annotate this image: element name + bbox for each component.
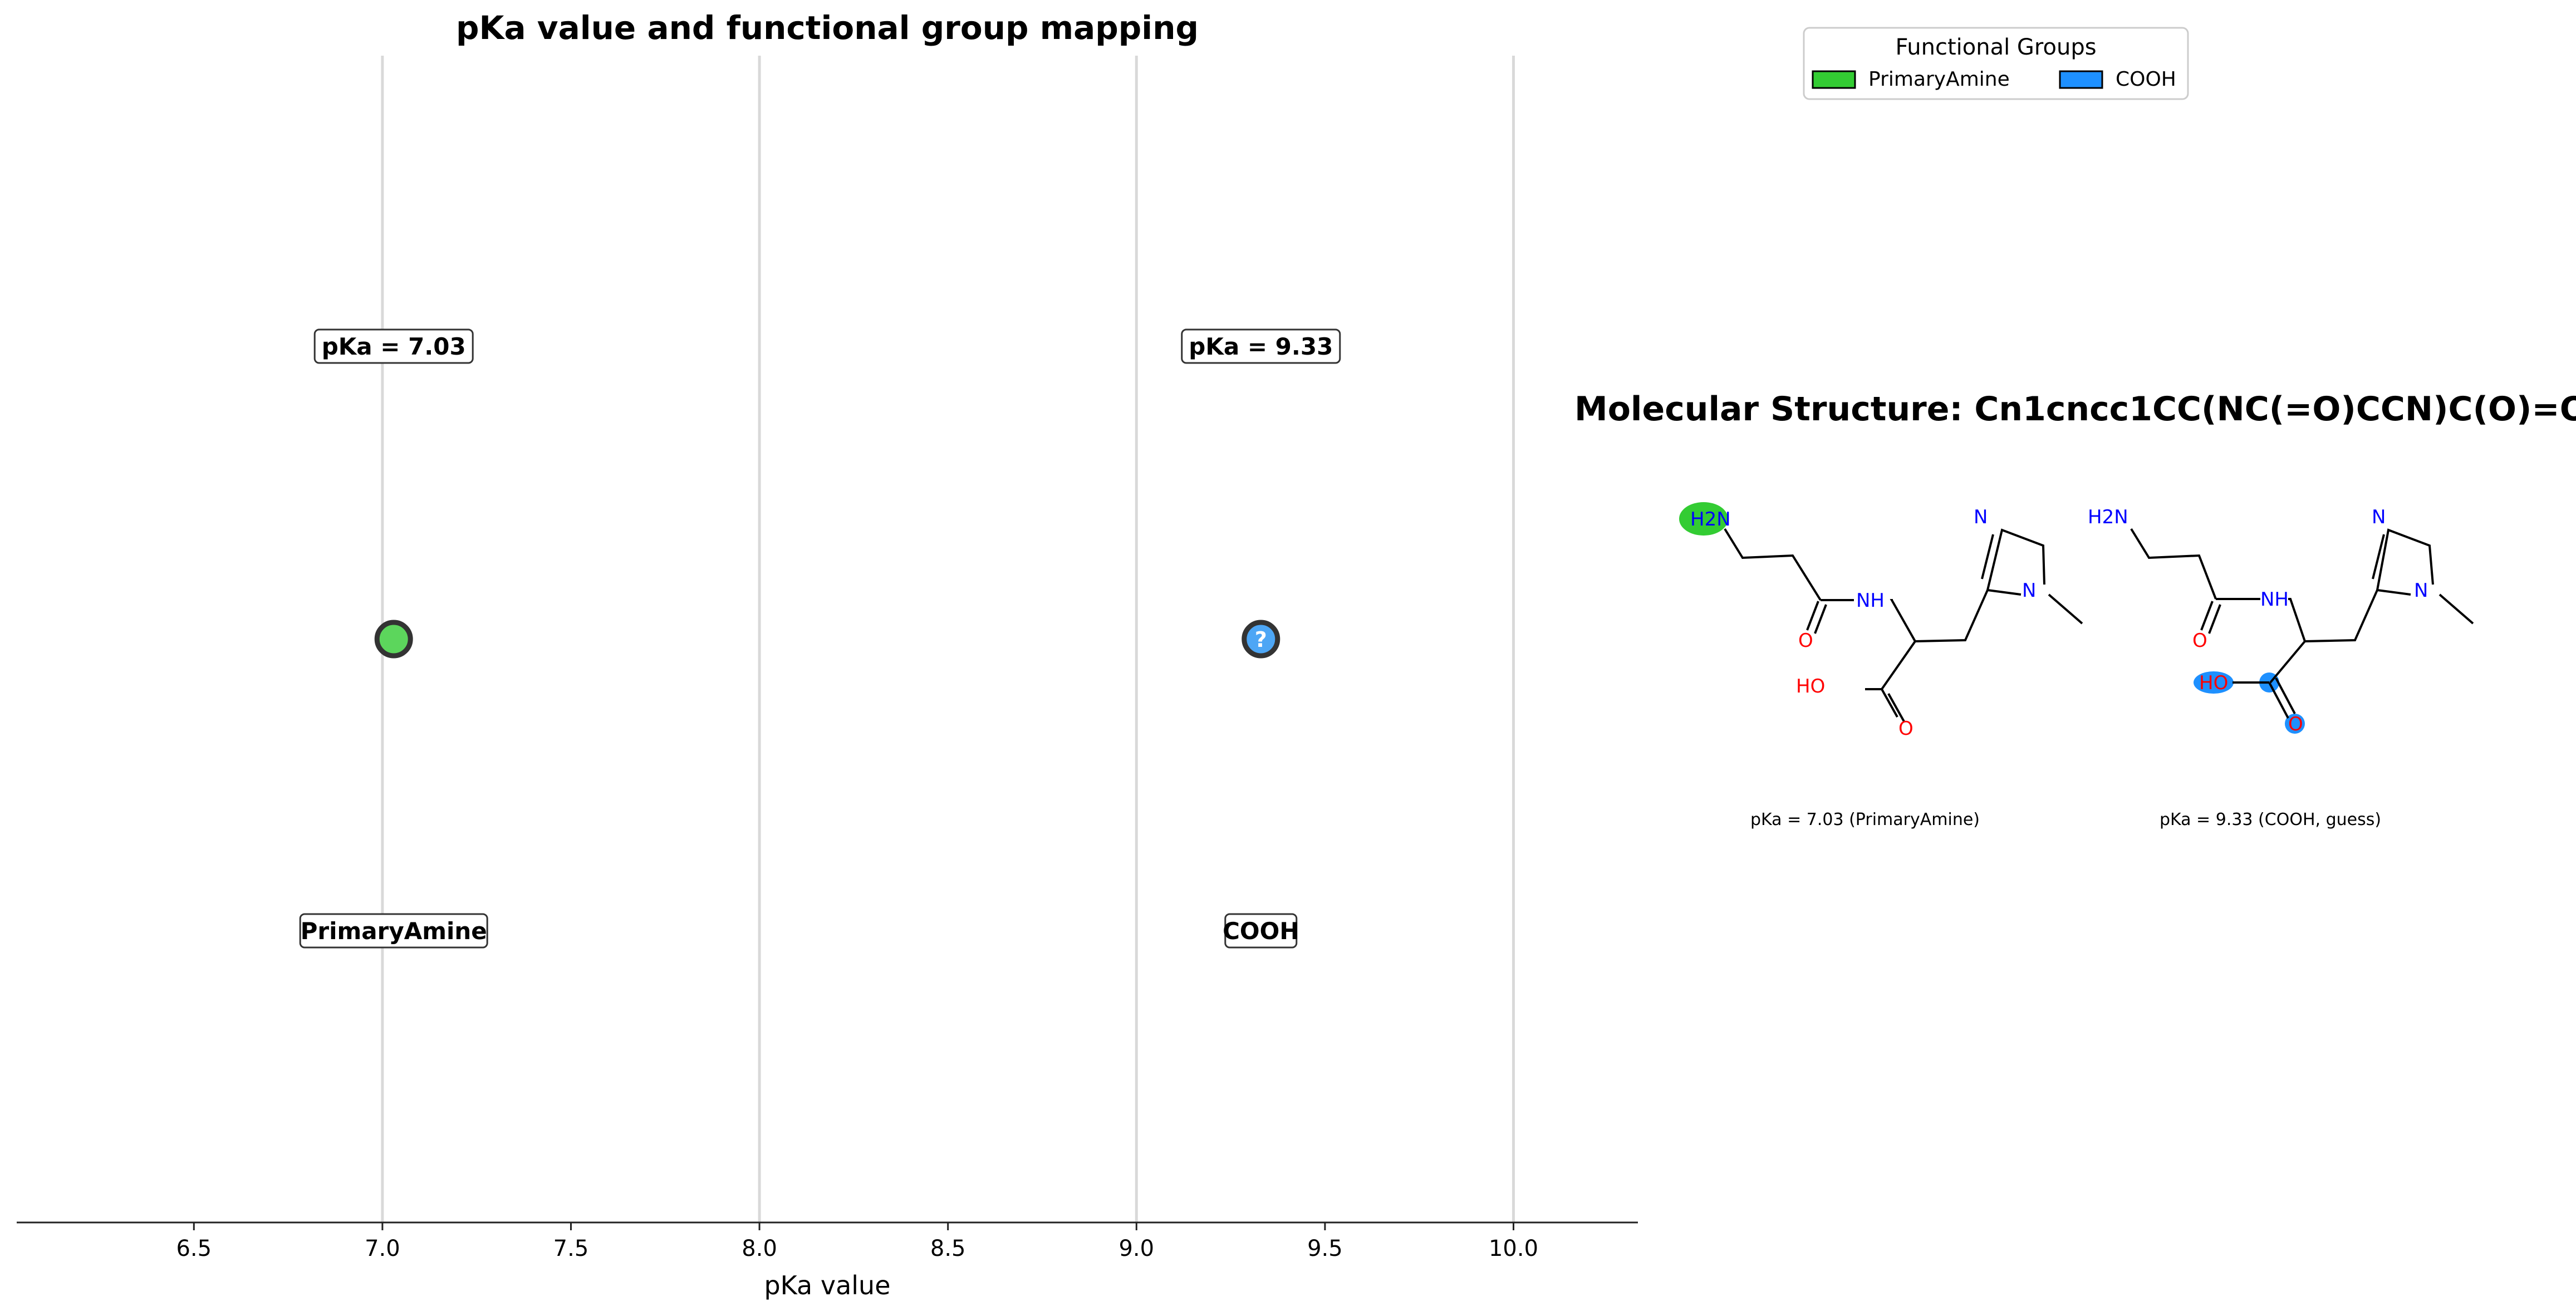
value-label-1-box: pKa = 9.33 bbox=[1181, 328, 1341, 364]
x-tick-label: 8.5 bbox=[930, 1236, 966, 1261]
molecule-caption-amine: pKa = 7.03 (PrimaryAmine) bbox=[1750, 810, 1980, 829]
atom-label-hydroxyl: HO bbox=[1796, 675, 1825, 698]
value-label-0-box: pKa = 7.03 bbox=[313, 328, 474, 364]
group-label-1-box: COOH bbox=[1223, 913, 1299, 949]
gridlines bbox=[381, 56, 1515, 1222]
atom-label-carbonyl-o: O bbox=[1798, 630, 1813, 652]
x-tick-label: 8.0 bbox=[742, 1236, 777, 1261]
x-tick-label: 9.5 bbox=[1307, 1236, 1343, 1261]
legend: Functional Groups PrimaryAmine COOH bbox=[1803, 27, 2189, 100]
atom-label-hydroxyl-2: HO bbox=[2199, 672, 2228, 694]
atom-label-amine-2: H2N bbox=[2088, 506, 2128, 528]
atom-label-amine: H2N bbox=[1690, 508, 1731, 531]
legend-label-primary-amine: PrimaryAmine bbox=[1868, 68, 2010, 91]
amine-highlight bbox=[1679, 502, 1728, 536]
data-points: pKa = 7.03 PrimaryAmine pKa = 9.33? COOH bbox=[299, 328, 1341, 949]
molecule-drawing-amine: H2N NH N N O HO O bbox=[1679, 502, 2083, 740]
molecule-structure-title: Molecular Structure: Cn1cncc1CC(NC(=O)CC… bbox=[1574, 390, 2576, 429]
point-marker-text: ? bbox=[1255, 627, 1267, 652]
x-tick-label: 7.5 bbox=[553, 1236, 589, 1261]
atom-label-amide-nh-2: NH bbox=[2260, 588, 2289, 611]
chart-title: pKa value and functional group mapping bbox=[456, 9, 1199, 47]
atom-label-carbonyl-o-2: O bbox=[2192, 630, 2207, 652]
x-tick-label: 6.5 bbox=[176, 1236, 212, 1261]
x-tick-label: 9.0 bbox=[1118, 1236, 1154, 1261]
atom-label-ring-n-top: N bbox=[1974, 506, 1988, 528]
group-label-0: PrimaryAmine bbox=[301, 917, 487, 945]
data-point bbox=[374, 620, 413, 659]
legend-label-cooh: COOH bbox=[2116, 68, 2176, 91]
value-label-0-frame bbox=[313, 328, 474, 364]
x-axis-ticks: 6.5 7.0 7.5 8.0 8.5 9.0 9.5 10.0 bbox=[176, 1222, 1538, 1261]
molecule-drawing-acid: H2N NH N N O HO O bbox=[2088, 506, 2474, 735]
atom-label-ring-n-top-2: N bbox=[2372, 506, 2386, 528]
hydroxyl-highlight bbox=[2194, 671, 2234, 694]
atom-label-amide-nh: NH bbox=[1856, 590, 1885, 612]
group-label-1: COOH bbox=[1223, 917, 1299, 945]
data-point bbox=[1242, 620, 1280, 659]
atom-label-ring-n-methyl-2: N bbox=[2414, 580, 2428, 602]
atom-label-acid-o-2: O bbox=[2288, 713, 2303, 735]
legend-swatch-cooh bbox=[2059, 70, 2103, 89]
x-axis-label: pKa value bbox=[764, 1270, 890, 1300]
group-label-0-box: PrimaryAmine bbox=[299, 913, 488, 949]
legend-swatch-primary-amine bbox=[1812, 70, 1856, 89]
acid-oxygen-highlight bbox=[2285, 714, 2305, 734]
group-label-0-frame bbox=[299, 913, 488, 949]
value-label-1-frame bbox=[1181, 328, 1341, 364]
molecule-caption-acid: pKa = 9.33 (COOH, guess) bbox=[2159, 810, 2382, 829]
value-label-0: pKa = 7.03 bbox=[322, 333, 466, 360]
group-label-1-frame bbox=[1224, 913, 1298, 949]
value-label-1: pKa = 9.33 bbox=[1189, 333, 1333, 360]
atom-label-ring-n-methyl: N bbox=[2022, 580, 2036, 602]
atom-label-acid-o: O bbox=[1898, 718, 1913, 740]
x-tick-label: 7.0 bbox=[365, 1236, 400, 1261]
x-tick-label: 10.0 bbox=[1489, 1236, 1538, 1261]
legend-title: Functional Groups bbox=[1895, 35, 2096, 60]
